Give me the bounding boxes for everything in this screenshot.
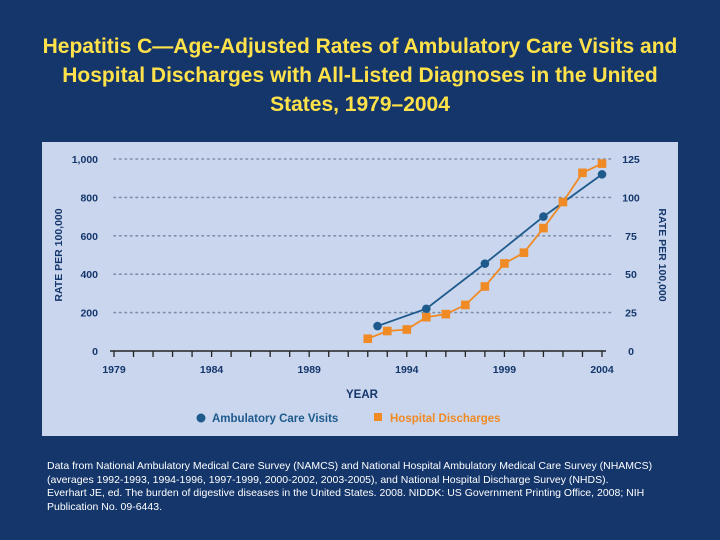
legend-label-ambulatory: Ambulatory Care Visits (212, 413, 338, 425)
y-tick-label-right: 100 (622, 192, 640, 204)
hospital-point (441, 309, 451, 319)
hospital-point (402, 325, 412, 334)
footnote: Data from National Ambulatory Medical Ca… (47, 460, 687, 514)
legend: Ambulatory Care Visits Hospital Discharg… (196, 413, 501, 425)
y-tick-label-left: 200 (80, 308, 98, 320)
x-tick-label: 1994 (395, 364, 419, 376)
x-tick-label: 1989 (298, 364, 322, 376)
hospital-point (558, 197, 568, 207)
x-tick-label: 2004 (590, 364, 614, 376)
ambulatory-point (539, 212, 548, 221)
hospital-point (461, 300, 470, 310)
hospital-point (382, 326, 392, 336)
gridlines (113, 158, 613, 314)
y-tick-label-right: 0 (628, 346, 634, 358)
hospital-point (578, 168, 587, 178)
ambulatory-point (597, 170, 607, 179)
hospital-point (422, 312, 431, 322)
y-tick-label-left: 600 (80, 231, 98, 243)
series-markers (363, 159, 607, 344)
chart-title: Hepatitis C—Age-Adjusted Rates of Ambula… (42, 35, 678, 116)
hospital-point (519, 248, 529, 257)
x-tick-label: 1979 (102, 364, 126, 376)
x-axis-title: YEAR (346, 389, 379, 401)
legend-marker-ambulatory (196, 413, 206, 423)
legend-marker-hospital (374, 413, 382, 421)
y-axis-title-left: RATE PER 100,000 (53, 208, 65, 301)
y-tick-label-left: 1,000 (72, 154, 98, 166)
y-tick-label-right: 125 (622, 154, 640, 166)
chart-panel: 0 0 200 25 400 50 600 75 800 100 1,000 125 1979 1984 1… (42, 142, 678, 436)
y-axis-title-right: RATE PER 100,000 (656, 208, 668, 301)
ambulatory-point (422, 304, 431, 314)
y-tick-label-left: 400 (80, 269, 98, 281)
hospital-point (363, 334, 373, 344)
tick-labels: 0 0 200 25 400 50 600 75 800 100 1,000 125 1979 1984 1… (72, 154, 640, 376)
y-tick-label-left: 800 (80, 192, 98, 204)
hospital-point (480, 282, 490, 291)
hospital-point (539, 223, 548, 233)
ambulatory-point (373, 321, 382, 331)
chart-svg: 0 0 200 25 400 50 600 75 800 100 1,000 125 1979 1984 1… (53, 154, 668, 425)
footnote-citation: Everhart JE, ed. The burden of digestive… (47, 487, 645, 513)
footnote-source: Data from National Ambulatory Medical Ca… (47, 460, 653, 486)
y-tick-label-right: 75 (625, 231, 637, 243)
y-tick-label-right: 50 (625, 269, 637, 281)
hospital-point (597, 159, 607, 168)
hospital-point (500, 259, 509, 268)
legend-label-hospital: Hospital Discharges (390, 413, 501, 425)
y-tick-label-right: 25 (625, 308, 637, 320)
x-tick-label: 1999 (493, 364, 517, 376)
x-axis (110, 350, 606, 357)
y-tick-label-left: 0 (92, 346, 98, 358)
x-tick-label: 1984 (200, 364, 224, 376)
ambulatory-point (480, 259, 490, 268)
